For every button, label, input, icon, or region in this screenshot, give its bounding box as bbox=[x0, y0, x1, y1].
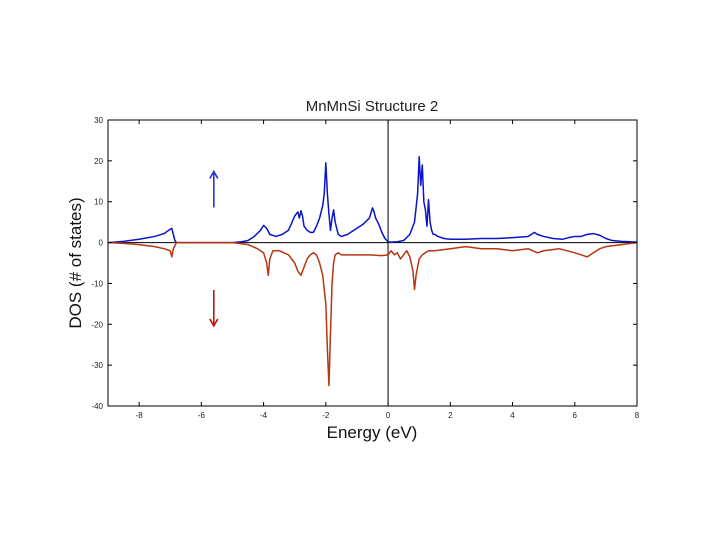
series-layer bbox=[107, 156, 638, 387]
x-tick-label: -4 bbox=[260, 411, 268, 420]
y-tick-label: 0 bbox=[99, 239, 104, 248]
spin-up-arrow-icon bbox=[209, 169, 219, 208]
plot-frame bbox=[107, 119, 638, 407]
y-tick-label: -20 bbox=[91, 320, 103, 329]
arrow-head bbox=[209, 318, 219, 328]
y-tick-label: 20 bbox=[94, 157, 103, 166]
x-tick-label: 8 bbox=[635, 411, 640, 420]
x-tick-label: -6 bbox=[198, 411, 206, 420]
x-tick-label: 0 bbox=[386, 411, 391, 420]
plot-area bbox=[107, 119, 638, 407]
series-line-spin-up bbox=[107, 156, 638, 244]
annotations-layer bbox=[209, 169, 219, 328]
arrow-head bbox=[209, 169, 219, 179]
x-tick-label: 2 bbox=[448, 411, 453, 420]
y-axis-ticks: -40 -30 -20 -10 0 10 20 30 bbox=[91, 116, 637, 411]
spin-down-arrow-icon bbox=[209, 289, 219, 328]
y-tick-label: 10 bbox=[94, 198, 103, 207]
x-axis-label: Energy (eV) bbox=[327, 423, 418, 442]
x-tick-label: -2 bbox=[322, 411, 330, 420]
x-tick-label: 4 bbox=[510, 411, 515, 420]
x-tick-label: -8 bbox=[136, 411, 144, 420]
x-axis-ticks: -8 -6 -4 -2 0 2 4 6 8 bbox=[136, 120, 640, 420]
y-axis-label: DOS (# of states) bbox=[66, 197, 85, 328]
x-tick-label: 6 bbox=[573, 411, 578, 420]
y-tick-label: -30 bbox=[91, 361, 103, 370]
y-tick-label: 30 bbox=[94, 116, 103, 125]
series-line-spin-down bbox=[107, 241, 638, 387]
y-tick-label: -10 bbox=[91, 279, 103, 288]
chart-title: MnMnSi Structure 2 bbox=[306, 98, 439, 115]
y-tick-label: -40 bbox=[91, 402, 103, 411]
